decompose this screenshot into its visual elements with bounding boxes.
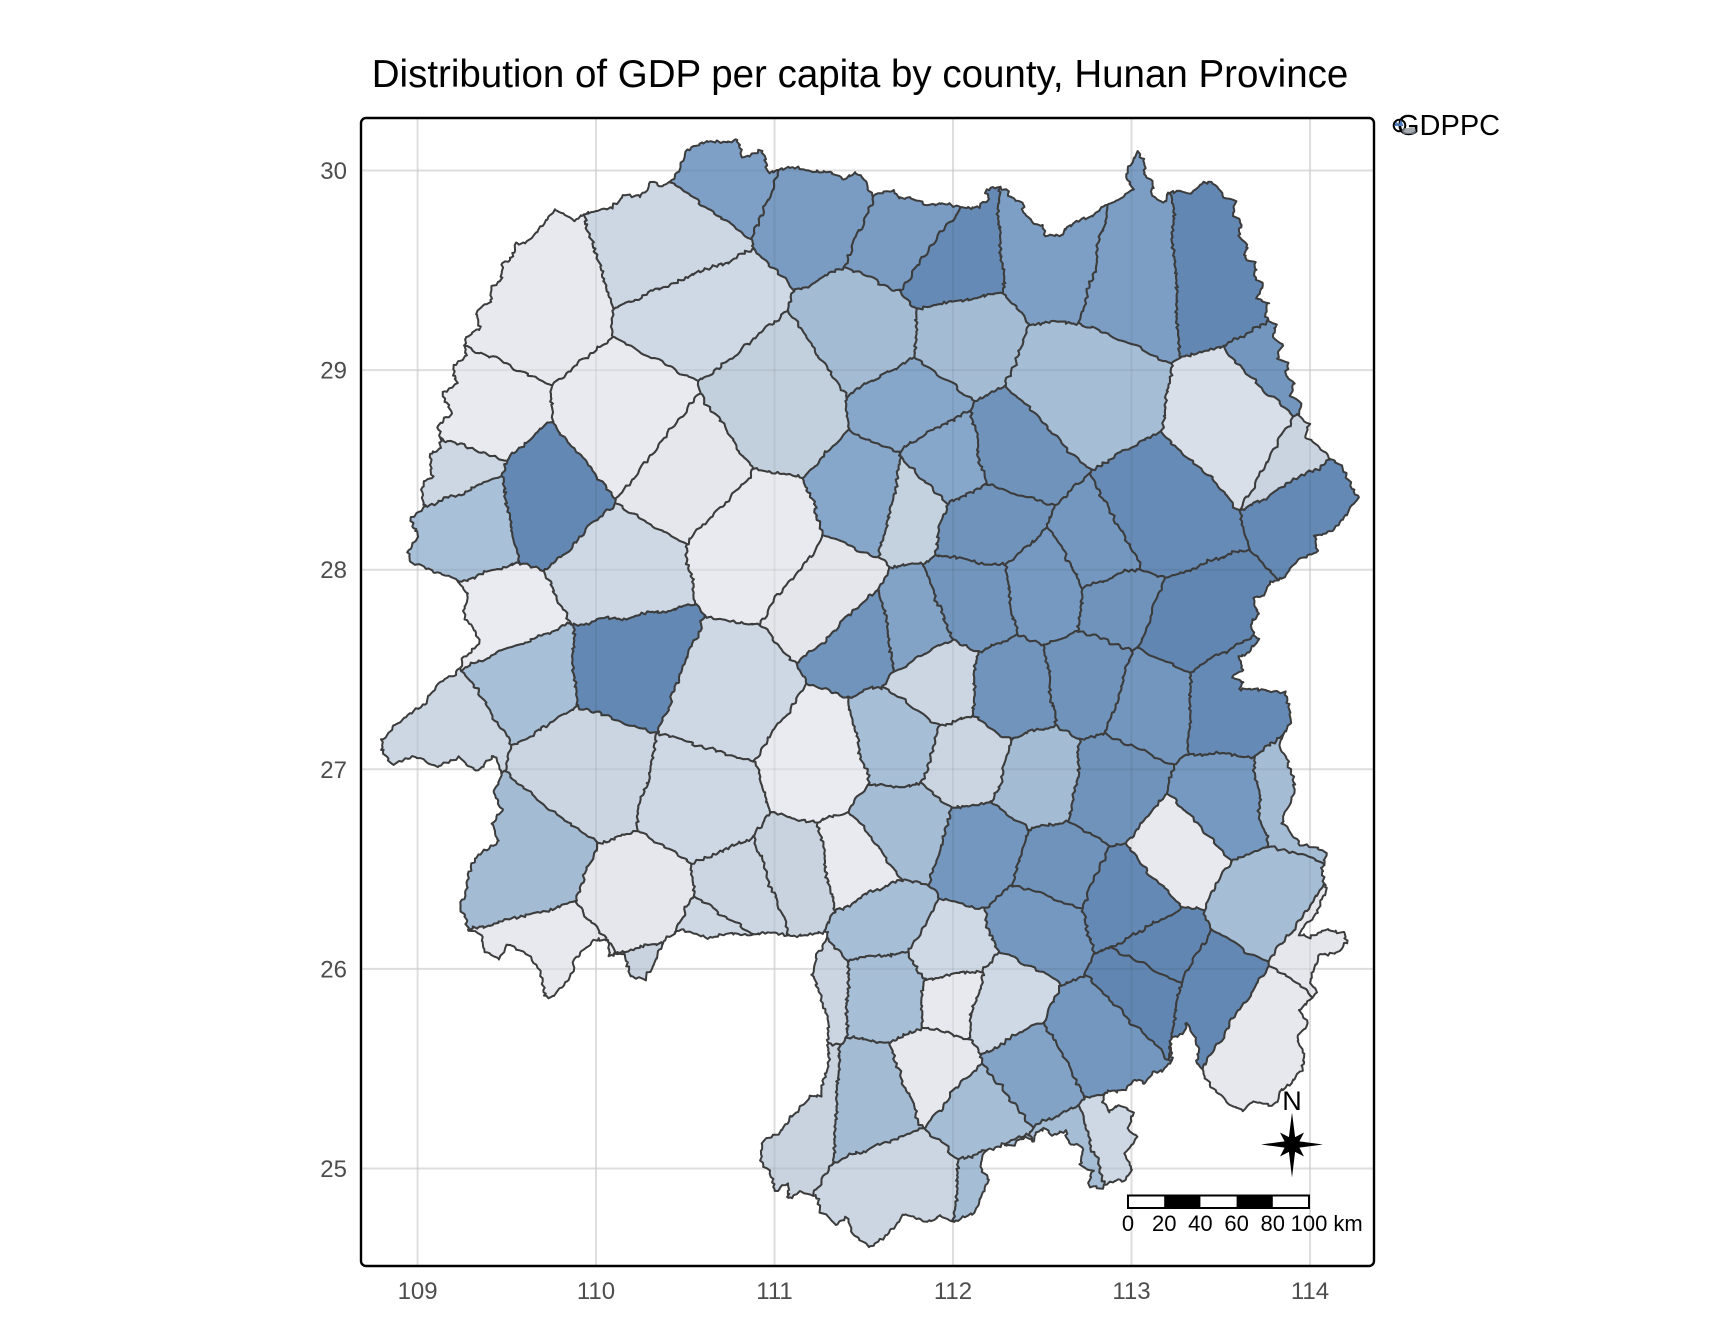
svg-text:112: 112 bbox=[934, 1278, 972, 1305]
svg-text:60: 60 bbox=[1224, 1211, 1248, 1236]
svg-text:111: 111 bbox=[756, 1278, 792, 1305]
svg-text:29: 29 bbox=[320, 358, 347, 385]
svg-text:26: 26 bbox=[320, 956, 347, 983]
svg-text:Distribution of GDP per capita: Distribution of GDP per capita by county… bbox=[372, 53, 1349, 96]
svg-text:30: 30 bbox=[320, 158, 347, 185]
svg-text:100: 100 bbox=[1291, 1211, 1328, 1236]
svg-text:80: 80 bbox=[1261, 1211, 1285, 1236]
svg-text:0: 0 bbox=[1122, 1211, 1134, 1236]
svg-text:28: 28 bbox=[320, 557, 347, 584]
svg-text:20: 20 bbox=[1152, 1211, 1176, 1236]
svg-text:25: 25 bbox=[320, 1156, 347, 1183]
svg-text:40: 40 bbox=[1188, 1211, 1212, 1236]
svg-text:27: 27 bbox=[320, 757, 347, 784]
svg-text:110: 110 bbox=[577, 1278, 615, 1305]
svg-text:km: km bbox=[1333, 1211, 1362, 1236]
svg-text:114: 114 bbox=[1291, 1278, 1329, 1305]
svg-text:GDPPC: GDPPC bbox=[1397, 110, 1500, 142]
svg-text:113: 113 bbox=[1112, 1278, 1150, 1305]
svg-text:109: 109 bbox=[398, 1278, 438, 1305]
svg-text:N: N bbox=[1282, 1086, 1302, 1116]
